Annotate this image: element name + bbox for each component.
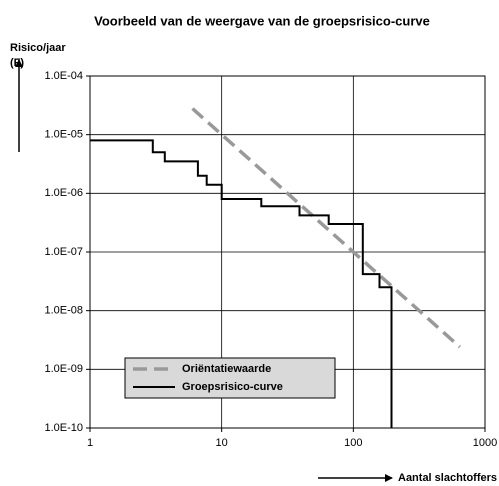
x-axis-label: Aantal slachtoffers (N) — [398, 472, 499, 484]
y-axis-label: Risico/jaar — [10, 42, 66, 54]
y-tick-label: 1.0E-06 — [44, 187, 83, 199]
y-tick-label: 1.0E-04 — [44, 70, 83, 82]
legend-box — [124, 357, 336, 399]
y-tick-label: 1.0E-09 — [44, 363, 83, 375]
chart-title: Voorbeeld van de weergave van de groepsr… — [94, 13, 430, 28]
y-tick-label: 1.0E-07 — [44, 246, 83, 258]
series-line — [90, 139, 393, 428]
x-tick-label: 10 — [216, 437, 228, 449]
legend-label: Groepsrisico-curve — [182, 381, 283, 393]
x-tick-label: 1 — [87, 437, 93, 449]
y-tick-label: 1.0E-10 — [44, 422, 83, 434]
y-axis-label: (F) — [10, 57, 24, 69]
legend-label: Oriëntatiewaarde — [182, 363, 271, 375]
x-tick-label: 100 — [344, 437, 362, 449]
y-tick-label: 1.0E-08 — [44, 305, 83, 317]
series-line — [191, 107, 462, 349]
x-tick-label: 1000 — [473, 437, 497, 449]
y-tick-label: 1.0E-05 — [44, 129, 83, 141]
